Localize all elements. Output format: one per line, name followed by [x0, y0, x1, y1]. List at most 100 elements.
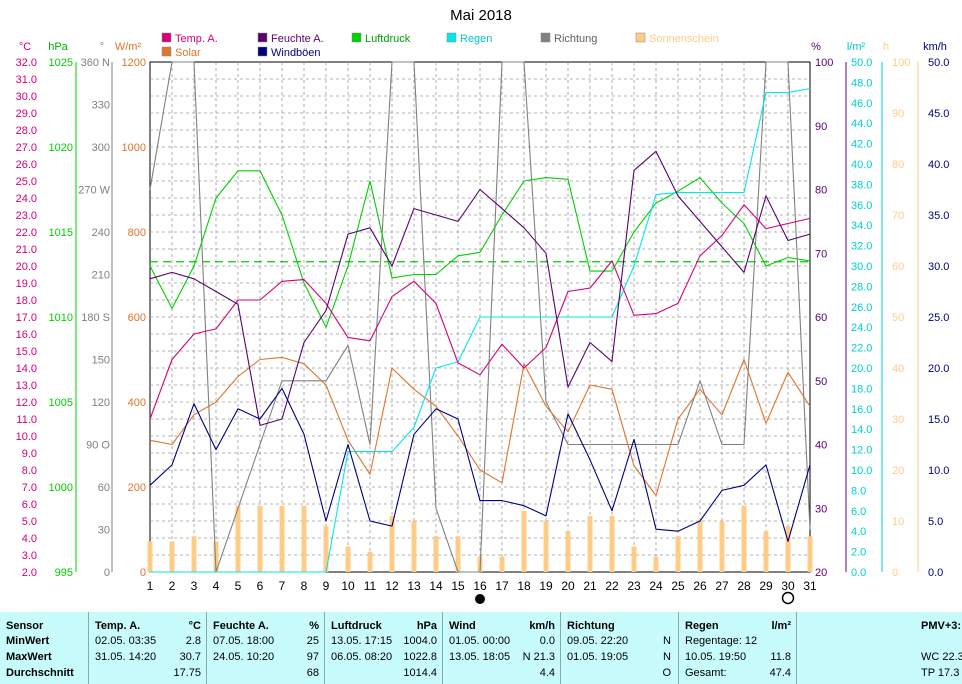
axis-unit-pres: hPa — [48, 41, 68, 53]
rain-tick-label: 16.0 — [851, 404, 872, 416]
stats-rain: Regen l/m² Regentage: 12 10.05. 19:50 11.8… — [678, 612, 797, 684]
stats-avg-label: Durchschnitt — [6, 667, 74, 679]
rain-tick-label: 20.0 — [851, 363, 872, 375]
x-tick-label: 6 — [257, 579, 264, 593]
temp-tick-label: 9.0 — [22, 448, 37, 460]
rain-tick-label: 30.0 — [851, 261, 872, 273]
temp-tick-label: 27.0 — [16, 142, 37, 154]
sun-tick-label: 0 — [892, 567, 898, 579]
stats-pres-avg-value: 1014.4 — [403, 667, 437, 679]
sunshine-bar — [279, 505, 285, 572]
temp-tick-label: 22.0 — [16, 227, 37, 239]
rain-tick-label: 4.0 — [851, 526, 866, 538]
stats-pmv: PMV+3: WC 22.3 TP 17.3 — [796, 612, 962, 684]
stats-wind-min-time: 01.05. 00:00 — [449, 635, 511, 647]
humid-tick-label: 80 — [815, 185, 827, 197]
axis-unit-wind: km/h — [923, 41, 947, 53]
legend-swatch — [257, 46, 268, 57]
legend-label: Regen — [460, 33, 492, 45]
stats-wind-min-value: 0.0 — [539, 635, 555, 647]
pres-tick-label: 995 — [55, 567, 73, 579]
sun-tick-label: 10 — [892, 516, 904, 528]
stats-wind-max-value: N 21.3 — [522, 651, 555, 663]
stats-humid-max-value: 97 — [306, 651, 319, 663]
rain-tick-label: 24.0 — [851, 322, 872, 334]
rain-tick-label: 6.0 — [851, 506, 866, 518]
stats-humid-avg-value: 68 — [306, 667, 319, 679]
stats-wind: Wind km/h 01.05. 00:00 0.0 13.05. 18:05 N 2… — [442, 612, 561, 684]
x-tick-label: 30 — [781, 579, 795, 593]
temp-tick-label: 28.0 — [16, 125, 37, 137]
x-tick-label: 1 — [147, 579, 154, 593]
legend-swatch — [257, 32, 268, 43]
stats-rain-max-time: 10.05. 19:50 — [685, 651, 747, 663]
dir-tick-label: 270 W — [78, 185, 110, 197]
sunshine-bar — [499, 556, 505, 572]
stats-pmv-header: PMV+3: — [921, 620, 962, 632]
sunshine-bar — [433, 536, 439, 572]
wind-tick-label: 5.0 — [928, 516, 943, 528]
stats-temp-unit: °C — [188, 620, 201, 632]
stats-humid-max-time: 24.05. 10:20 — [213, 651, 275, 663]
temp-tick-label: 5.0 — [22, 516, 37, 528]
rain-tick-label: 42.0 — [851, 139, 872, 151]
x-tick-label: 5 — [235, 579, 242, 593]
legend-swatch — [161, 46, 172, 57]
dir-tick-label: 300 — [92, 142, 110, 154]
rain-tick-label: 44.0 — [851, 118, 872, 130]
stats-temp-max-value: 30.7 — [179, 651, 201, 663]
dir-tick-label: 180 S — [81, 312, 110, 324]
axis-unit-temp: °C — [19, 41, 31, 53]
stats-pres-unit: hPa — [416, 620, 437, 632]
sunshine-bar — [455, 536, 461, 572]
dir-tick-label: 60 — [98, 482, 110, 494]
dir-tick-label: 120 — [92, 397, 110, 409]
temp-tick-label: 8.0 — [22, 465, 37, 477]
x-tick-label: 16 — [473, 579, 487, 593]
temp-tick-label: 24.0 — [16, 193, 37, 205]
temp-tick-label: 25.0 — [16, 176, 37, 188]
series-line-regen — [150, 87, 811, 573]
full-moon-icon — [781, 591, 795, 605]
temp-tick-label: 32.0 — [16, 57, 37, 69]
sunshine-bar — [587, 515, 593, 572]
legend-swatch — [540, 32, 551, 43]
stats-max-label: MaxWert — [6, 651, 52, 663]
temp-tick-label: 13.0 — [16, 380, 37, 392]
temp-tick-label: 14.0 — [16, 363, 37, 375]
sun-tick-label: 50 — [892, 312, 904, 324]
rain-tick-label: 28.0 — [851, 281, 872, 293]
x-tick-label: 29 — [759, 579, 773, 593]
rain-tick-label: 2.0 — [851, 547, 866, 559]
humid-tick-label: 20 — [815, 567, 827, 579]
humid-tick-label: 70 — [815, 248, 827, 260]
temp-tick-label: 16.0 — [16, 329, 37, 341]
temp-tick-label: 10.0 — [16, 431, 37, 443]
x-tick-label: 3 — [191, 579, 198, 593]
new-moon-icon — [475, 594, 485, 604]
series-line-temp-a — [149, 204, 811, 420]
dir-tick-label: 150 — [92, 355, 110, 367]
temp-tick-label: 12.0 — [16, 397, 37, 409]
dir-tick-label: 360 N — [81, 57, 110, 69]
legend-label: Windböen — [271, 47, 321, 59]
wind-tick-label: 30.0 — [928, 261, 949, 273]
stats-rain-max-value: 11.8 — [770, 651, 791, 663]
axis-unit-rain: l/m² — [847, 41, 866, 53]
wind-tick-label: 45.0 — [928, 108, 949, 120]
temp-tick-label: 23.0 — [16, 210, 37, 222]
temp-tick-label: 3.0 — [22, 550, 37, 562]
series-line-luftdruck — [149, 170, 811, 328]
humid-tick-label: 90 — [815, 121, 827, 133]
legend-label: Solar — [175, 47, 201, 59]
solar-tick-label: 600 — [128, 312, 146, 324]
wind-tick-label: 50.0 — [928, 57, 949, 69]
x-tick-label: 25 — [671, 579, 685, 593]
solar-tick-label: 800 — [128, 227, 146, 239]
dir-tick-label: 240 — [92, 227, 110, 239]
rain-tick-label: 18.0 — [851, 383, 872, 395]
stats-dir-header: Richtung — [567, 620, 615, 632]
dir-tick-label: 210 — [92, 270, 110, 282]
humid-tick-label: 40 — [815, 440, 827, 452]
rain-tick-label: 48.0 — [851, 77, 872, 89]
